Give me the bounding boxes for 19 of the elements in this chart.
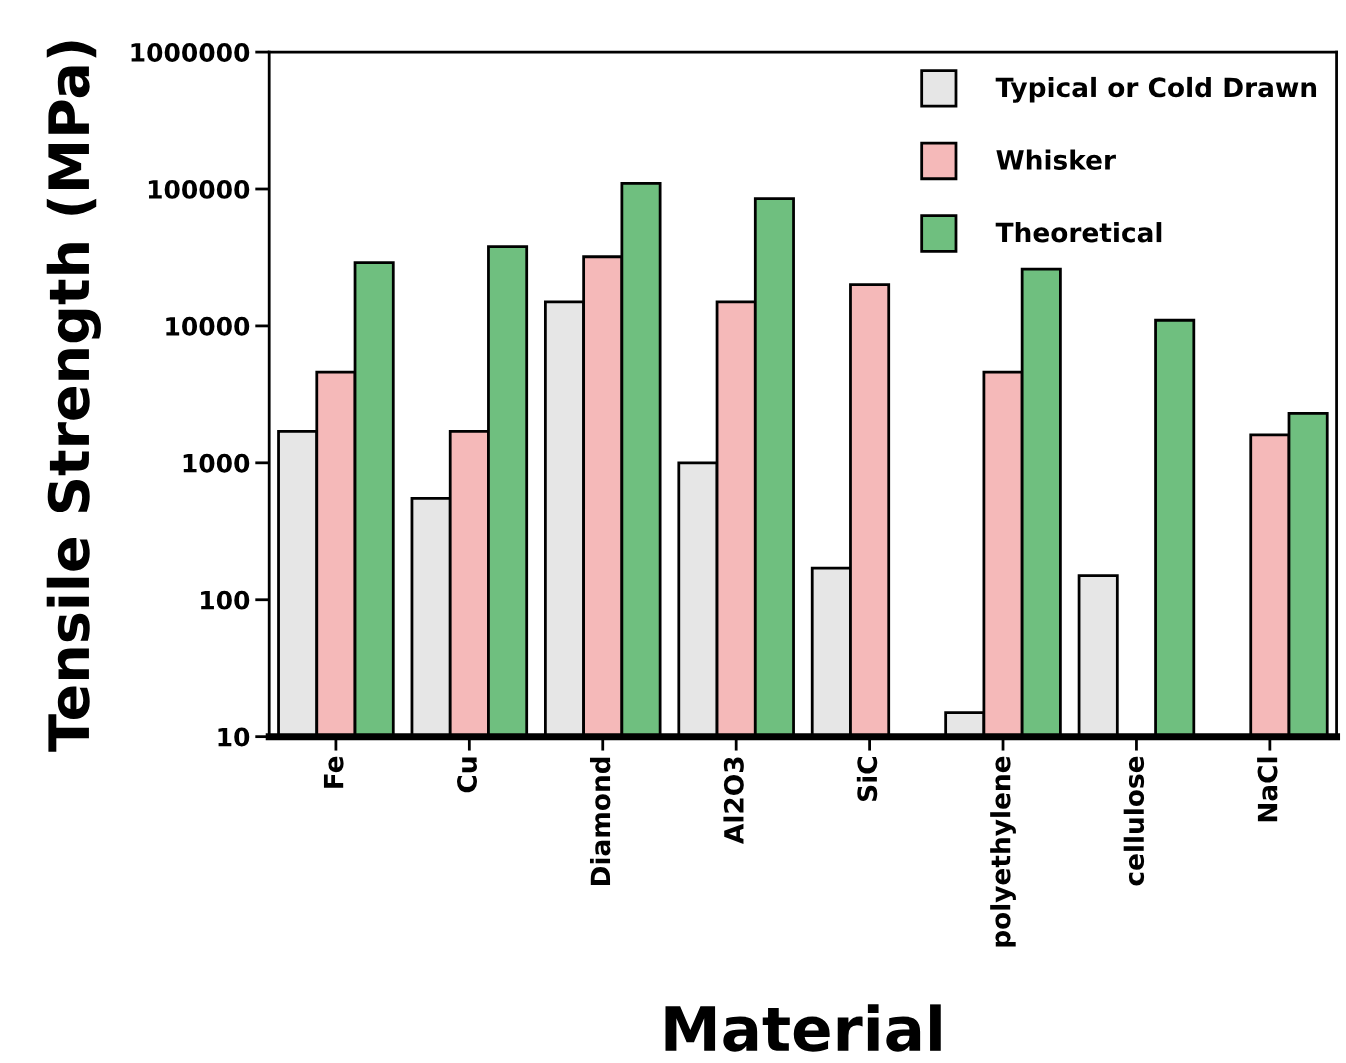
y-tick-label: 100 (201, 590, 250, 610)
y-tick-label: 1000000 (131, 43, 250, 62)
y-axis-title: Tensile Strength (MPa) (46, 41, 101, 752)
x-tick-label: cellulose (1123, 756, 1145, 886)
x-tick-label: Cu (457, 757, 477, 793)
y-tick-label: 10000 (166, 316, 250, 336)
x-tick-label: Al2O3 (723, 757, 744, 844)
y-tick-label: 1000 (183, 453, 250, 473)
y-tick-label: 10 (218, 727, 250, 747)
legend-label: Whisker (996, 149, 1116, 170)
x-tick-label: Diamond (589, 757, 611, 886)
x-axis-title: Material (665, 1004, 941, 1052)
x-tick-label: NaCl (1257, 757, 1278, 822)
y-tick-label: 100000 (148, 179, 250, 199)
x-tick-label: polyethylene (990, 756, 1016, 947)
legend-label: Theoretical (995, 222, 1162, 243)
x-tick-label: Fe (323, 756, 344, 788)
legend-label: Typical or Cold Drawn (995, 76, 1317, 103)
x-tick-label: SiC (856, 757, 878, 801)
